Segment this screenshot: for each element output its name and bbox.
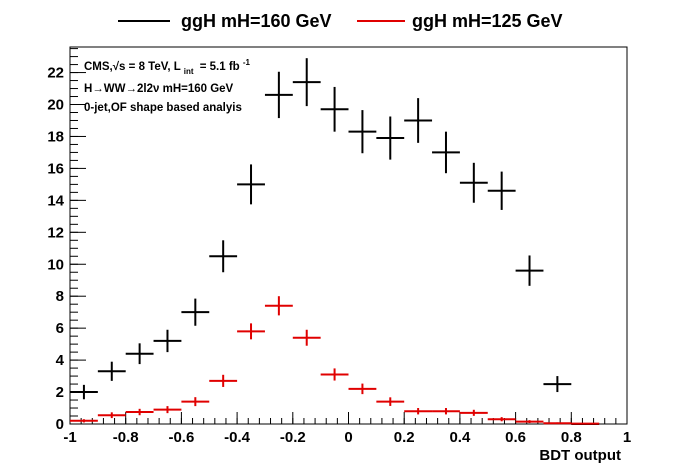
legend-label-ggh125: ggH mH=125 GeV (412, 11, 563, 31)
x-tick-label: -0.8 (113, 429, 139, 446)
data-point (209, 374, 238, 387)
data-point (515, 255, 544, 286)
x-tick-label: -0.4 (224, 429, 251, 446)
annotation-lumi-value: = 5.1 fb (200, 61, 240, 73)
y-tick-label: 18 (47, 128, 64, 145)
y-tick-label: 10 (47, 256, 64, 273)
annotation-cms-energy: CMS,√s = 8 TeV, L (84, 60, 181, 73)
data-point (237, 164, 265, 205)
annotation-analysis: 0-jet,OF shape based analyis (84, 102, 242, 114)
data-point (348, 383, 377, 395)
data-point (432, 408, 460, 415)
data-point (459, 162, 488, 203)
x-tick-label: 1 (623, 429, 631, 446)
data-point (264, 71, 293, 119)
axes: -1 -0.8 -0.6 -0.4 -0.2 0 0.2 0.4 0.6 0.8 102468101… (47, 48, 631, 446)
x-tick-label: 0.8 (561, 429, 582, 446)
annotation-block: CMS,√s = 8 TeV, L int = 5.1 fb -1 H→WW→2… (84, 58, 251, 114)
y-tick-label: 12 (47, 224, 64, 241)
data-point (292, 58, 321, 107)
data-point (209, 240, 238, 273)
data-point (97, 361, 126, 381)
y-tick-label: 0 (56, 416, 64, 433)
annotation-lumi-subscript: int (184, 67, 194, 76)
annotation-decay-channel: H→WW→2l2ν mH=160 GeV (84, 83, 234, 95)
data-point (432, 131, 460, 174)
series-ggh-160 (70, 58, 600, 425)
data-point (543, 422, 572, 425)
data-point (181, 397, 210, 407)
data-point (348, 110, 377, 154)
data-point (153, 406, 182, 414)
x-axis-title: BDT output (539, 447, 621, 464)
y-tick-label: 20 (47, 97, 64, 114)
data-point (376, 116, 405, 160)
y-tick-label: 6 (56, 320, 64, 337)
y-tick-label: 22 (47, 65, 64, 82)
x-tick-label: -0.2 (280, 429, 306, 446)
data-point (70, 419, 98, 423)
data-point (181, 298, 210, 326)
x-tick-label: 0.2 (394, 429, 415, 446)
x-tick-label: 0.6 (505, 429, 526, 446)
series-ggh-125 (70, 296, 600, 425)
data-point (376, 397, 405, 406)
data-point (487, 171, 516, 210)
data-point (571, 422, 600, 425)
y-tick-label: 4 (56, 352, 65, 369)
x-tick-label: -0.6 (168, 429, 194, 446)
x-tick-label: 0.4 (449, 429, 471, 446)
data-point (459, 409, 488, 416)
data-point (543, 376, 572, 393)
x-tick-label: -1 (63, 429, 76, 446)
y-tick-label: 8 (56, 288, 64, 305)
y-tick-label: 16 (47, 160, 64, 177)
data-point (515, 420, 544, 424)
data-point (153, 329, 182, 353)
data-point (404, 98, 433, 143)
data-point (70, 384, 98, 400)
legend: ggH mH=160 GeV ggH mH=125 GeV (118, 11, 563, 31)
annotation-lumi-superscript: -1 (243, 58, 251, 67)
y-tick-label: 14 (47, 192, 64, 209)
data-point (125, 408, 154, 416)
annotation-cms-energy-lumi: CMS,√s = 8 TeV, L int = 5.1 fb -1 (84, 58, 251, 77)
data-point (404, 408, 433, 415)
data-point (320, 86, 349, 132)
data-point (320, 368, 349, 381)
series-layer (70, 58, 600, 425)
x-tick-label: 0 (344, 429, 352, 446)
data-point (97, 412, 126, 419)
data-point (487, 417, 516, 422)
data-point (264, 296, 293, 316)
legend-label-ggh160: ggH mH=160 GeV (181, 11, 332, 31)
data-point (237, 323, 265, 340)
data-point (292, 329, 321, 346)
data-point (125, 343, 154, 365)
y-tick-label: 2 (56, 384, 64, 401)
